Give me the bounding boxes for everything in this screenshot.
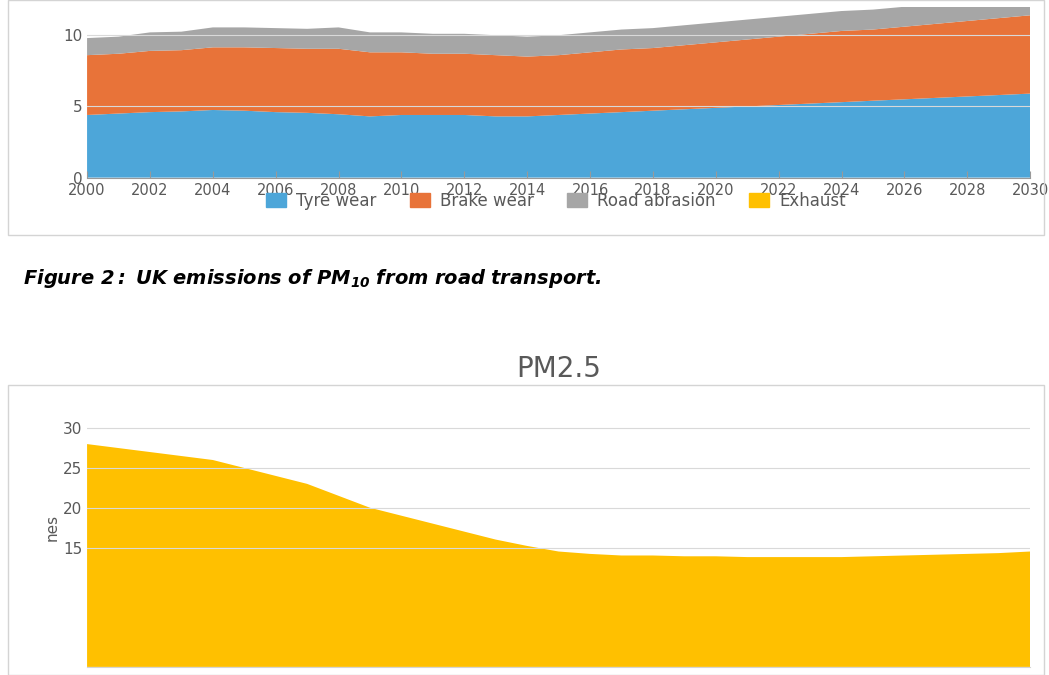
Title: PM2.5: PM2.5 bbox=[516, 355, 601, 383]
Y-axis label: nes: nes bbox=[45, 514, 60, 541]
Legend: Tyre wear, Brake wear, Road abrasion, Exhaust: Tyre wear, Brake wear, Road abrasion, Ex… bbox=[266, 192, 845, 210]
Text: $\bfit{Figure\ 2:\ UK\ emissions\ of\ PM_{10}\ from\ road\ transport.}$: $\bfit{Figure\ 2:\ UK\ emissions\ of\ PM… bbox=[23, 267, 601, 290]
